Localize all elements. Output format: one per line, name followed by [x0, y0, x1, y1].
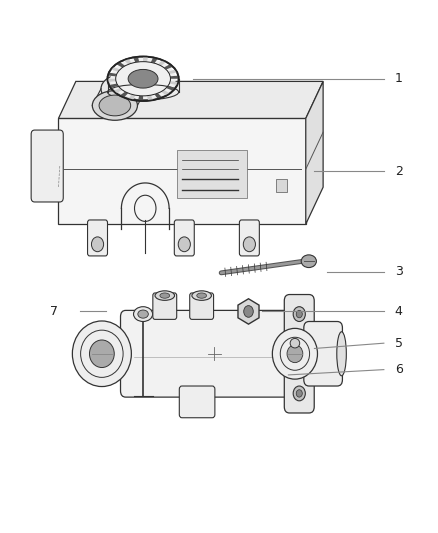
Ellipse shape	[301, 255, 316, 268]
Ellipse shape	[99, 95, 131, 116]
Polygon shape	[170, 76, 179, 79]
Polygon shape	[164, 64, 173, 69]
Polygon shape	[59, 82, 323, 118]
Text: 1: 1	[395, 72, 403, 85]
FancyBboxPatch shape	[304, 321, 343, 386]
Polygon shape	[120, 92, 128, 98]
Ellipse shape	[92, 91, 138, 120]
Bar	[177, 150, 247, 198]
Circle shape	[92, 237, 104, 252]
Polygon shape	[108, 72, 117, 76]
Text: 2: 2	[395, 165, 403, 178]
Circle shape	[244, 305, 253, 317]
FancyBboxPatch shape	[120, 310, 291, 397]
Bar	[276, 179, 287, 192]
FancyBboxPatch shape	[190, 293, 214, 319]
Polygon shape	[158, 60, 166, 66]
Polygon shape	[113, 88, 122, 93]
Text: 6: 6	[395, 363, 403, 376]
Ellipse shape	[287, 345, 303, 362]
Ellipse shape	[89, 340, 114, 368]
Circle shape	[296, 310, 302, 318]
Text: 3: 3	[395, 265, 403, 278]
Polygon shape	[238, 299, 259, 324]
Polygon shape	[128, 94, 135, 100]
Ellipse shape	[272, 328, 318, 379]
Ellipse shape	[160, 293, 170, 298]
Ellipse shape	[337, 332, 346, 376]
Ellipse shape	[155, 291, 174, 300]
Polygon shape	[147, 95, 153, 101]
Ellipse shape	[138, 310, 148, 318]
Circle shape	[293, 386, 305, 401]
Ellipse shape	[110, 58, 176, 99]
FancyBboxPatch shape	[240, 220, 259, 256]
Circle shape	[178, 237, 191, 252]
Circle shape	[293, 306, 305, 321]
Polygon shape	[168, 69, 177, 74]
Polygon shape	[109, 84, 118, 88]
FancyBboxPatch shape	[31, 130, 63, 202]
Text: 7: 7	[50, 305, 59, 318]
Ellipse shape	[290, 338, 300, 348]
Polygon shape	[138, 96, 143, 101]
Ellipse shape	[197, 293, 207, 298]
Ellipse shape	[134, 306, 152, 321]
Polygon shape	[306, 82, 323, 224]
Polygon shape	[107, 79, 116, 82]
Polygon shape	[143, 56, 148, 62]
Polygon shape	[155, 93, 162, 99]
FancyBboxPatch shape	[284, 295, 314, 413]
FancyBboxPatch shape	[153, 293, 177, 319]
Circle shape	[296, 390, 302, 397]
Polygon shape	[124, 59, 131, 64]
Circle shape	[243, 237, 255, 252]
Ellipse shape	[128, 69, 158, 88]
Polygon shape	[59, 118, 306, 224]
Text: 5: 5	[395, 337, 403, 350]
Ellipse shape	[192, 291, 212, 300]
Text: 4: 4	[395, 305, 403, 318]
Polygon shape	[116, 62, 125, 67]
Ellipse shape	[72, 321, 131, 386]
FancyBboxPatch shape	[88, 220, 107, 256]
Ellipse shape	[101, 74, 146, 103]
FancyBboxPatch shape	[179, 386, 215, 418]
Polygon shape	[161, 90, 170, 95]
Polygon shape	[133, 57, 139, 62]
Polygon shape	[170, 81, 178, 85]
Polygon shape	[166, 86, 176, 91]
Polygon shape	[151, 58, 158, 63]
Polygon shape	[111, 67, 120, 71]
FancyBboxPatch shape	[174, 220, 194, 256]
